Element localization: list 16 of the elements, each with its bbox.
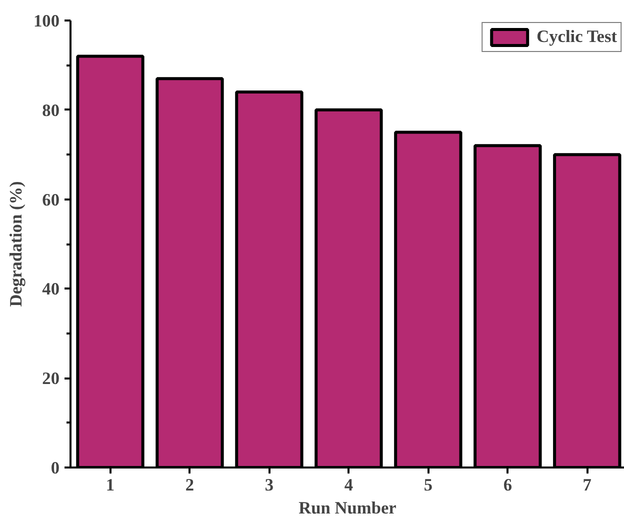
- y-tick-label: 0: [50, 458, 60, 478]
- x-tick-label: 7: [582, 476, 592, 494]
- y-tick-label: 40: [42, 280, 60, 299]
- x-tick-label: 5: [424, 476, 433, 494]
- y-tick-label: 100: [34, 12, 60, 30]
- legend-label: Cyclic Test: [536, 27, 617, 47]
- x-tick-label: 4: [344, 476, 354, 494]
- y-tick-label: 20: [42, 369, 60, 388]
- y-tick-label: 80: [42, 100, 60, 120]
- x-tick-label: 1: [106, 476, 115, 494]
- y-axis-title: Degradation (%): [6, 180, 26, 307]
- x-axis-title: Run Number: [298, 498, 397, 518]
- y-tick-label: 60: [42, 190, 60, 210]
- x-tick-label: 6: [503, 476, 512, 494]
- x-tick-label: 2: [185, 476, 194, 494]
- x-tick-label: 3: [264, 476, 274, 494]
